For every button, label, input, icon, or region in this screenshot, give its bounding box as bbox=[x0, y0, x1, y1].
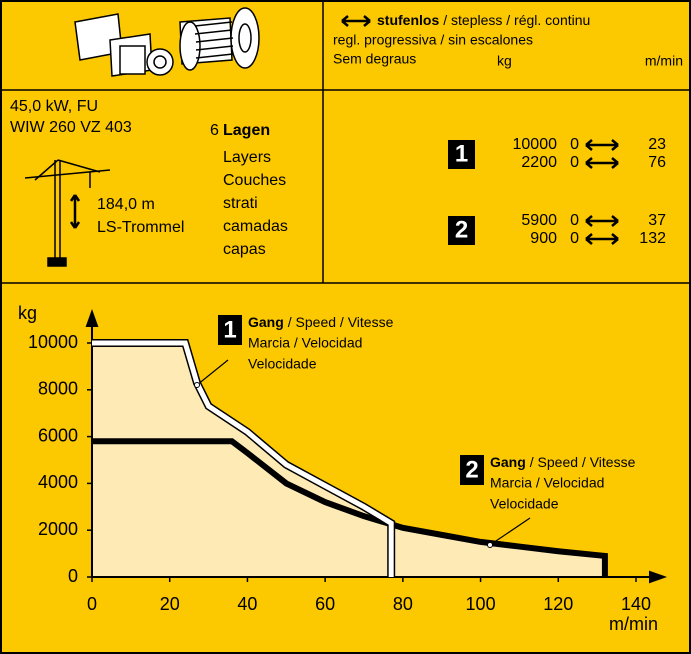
stepless-bold: stufenlos bbox=[377, 12, 439, 28]
annotation-bold: Gang bbox=[248, 314, 284, 330]
gear-kg: 900 bbox=[530, 230, 557, 247]
layers-title: Lagen bbox=[223, 122, 270, 139]
leader-dot bbox=[194, 382, 200, 388]
gear-min: 0 bbox=[570, 136, 579, 153]
power: 45,0 kW, FU bbox=[10, 98, 98, 115]
y-axis bbox=[85, 309, 99, 577]
winch-icon bbox=[74, 7, 260, 77]
column-header: m/min bbox=[645, 53, 683, 69]
gear-min: 0 bbox=[570, 154, 579, 171]
gear-label: 1 bbox=[455, 140, 468, 167]
x-tick-label: 80 bbox=[393, 594, 413, 614]
line bbox=[92, 438, 608, 577]
gear-box bbox=[460, 455, 484, 485]
x-tick-label: 40 bbox=[237, 594, 257, 614]
x-tick-label: 120 bbox=[543, 594, 573, 614]
range-arrow bbox=[585, 215, 619, 227]
annotation-rest: / Speed / Vitesse bbox=[530, 454, 636, 470]
gear-label: 2 bbox=[455, 216, 468, 243]
gear-kg: 5900 bbox=[521, 212, 557, 229]
gear-max: 76 bbox=[648, 154, 666, 171]
annotation-bold: Gang bbox=[490, 454, 526, 470]
layer-name: strati bbox=[223, 195, 258, 212]
crane-icon bbox=[24, 159, 111, 267]
stepless-rest: / stepless / régl. continu bbox=[443, 12, 590, 28]
x-tick-label: 140 bbox=[621, 594, 651, 614]
stepless-text: stufenlos / stepless / régl. continu bbox=[377, 12, 590, 28]
layer-name: Couches bbox=[223, 172, 286, 189]
gear-min: 0 bbox=[570, 230, 579, 247]
annotation-text: Gang / Speed / Vitesse bbox=[248, 314, 394, 330]
gear-min: 0 bbox=[570, 212, 579, 229]
y-tick-label: 2000 bbox=[38, 519, 78, 539]
y-tick-label: 4000 bbox=[38, 472, 78, 492]
layer-name: camadas bbox=[223, 218, 288, 235]
annotation-text: Gang / Speed / Vitesse bbox=[490, 454, 636, 470]
line bbox=[92, 340, 394, 577]
x-axis-label: m/min bbox=[609, 614, 658, 634]
gear-max: 23 bbox=[648, 136, 666, 153]
gear-kg: 2200 bbox=[521, 154, 557, 171]
layer-name: capas bbox=[223, 241, 266, 258]
y-tick-label: 8000 bbox=[38, 379, 78, 399]
y-axis-label: kg bbox=[18, 303, 37, 323]
x-tick-label: 20 bbox=[160, 594, 180, 614]
gear-max: 132 bbox=[639, 230, 666, 247]
stepless-icon bbox=[341, 15, 371, 27]
annotation-text: Marcia / Velocidad bbox=[248, 335, 362, 351]
gear-label: 1 bbox=[223, 316, 236, 343]
gear-box bbox=[218, 315, 242, 345]
x-axis bbox=[92, 570, 667, 584]
gear-box bbox=[448, 216, 475, 245]
model: WIW 260 VZ 403 bbox=[10, 119, 132, 136]
rope-length: 184,0 m bbox=[97, 196, 155, 213]
height-arrow bbox=[69, 194, 81, 229]
annotation-text: Velocidade bbox=[490, 496, 559, 512]
layers-count: 6 bbox=[210, 122, 219, 139]
leader-dot bbox=[487, 542, 493, 548]
gear-box bbox=[448, 140, 475, 169]
gear-kg: 10000 bbox=[513, 136, 558, 153]
gear-max: 37 bbox=[648, 212, 666, 229]
gear-label: 2 bbox=[465, 456, 478, 483]
layer-name: Layers bbox=[223, 149, 271, 166]
stepless-line: Sem degraus bbox=[333, 51, 416, 67]
x-tick-label: 60 bbox=[315, 594, 335, 614]
range-arrow bbox=[585, 139, 619, 151]
annotation-text: Marcia / Velocidad bbox=[490, 475, 604, 491]
range-arrow bbox=[585, 233, 619, 245]
x-tick-label: 100 bbox=[466, 594, 496, 614]
y-tick-label: 6000 bbox=[38, 425, 78, 445]
column-header: kg bbox=[497, 53, 512, 69]
leader bbox=[489, 517, 531, 546]
annotation-rest: / Speed / Vitesse bbox=[288, 314, 394, 330]
range-arrow bbox=[585, 157, 619, 169]
y-tick-label: 0 bbox=[68, 566, 78, 586]
stepless-line: regl. progressiva / sin escalones bbox=[333, 32, 533, 48]
leader bbox=[196, 359, 229, 386]
annotation-text: Velocidade bbox=[248, 356, 317, 372]
drum: LS-Trommel bbox=[97, 219, 184, 236]
y-tick-label: 10000 bbox=[28, 332, 78, 352]
x-tick-label: 0 bbox=[87, 594, 97, 614]
